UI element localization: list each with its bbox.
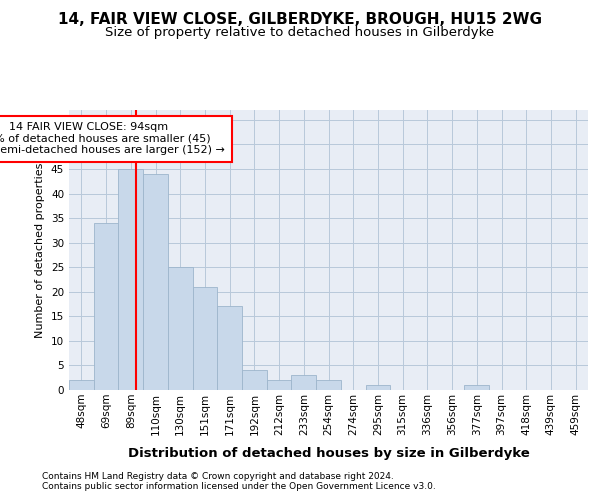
Text: 14 FAIR VIEW CLOSE: 94sqm
← 22% of detached houses are smaller (45)
76% of semi-: 14 FAIR VIEW CLOSE: 94sqm ← 22% of detac… (0, 122, 225, 156)
Text: Distribution of detached houses by size in Gilberdyke: Distribution of detached houses by size … (128, 448, 530, 460)
Bar (168, 267, 193, 390)
Bar (365, 385, 390, 390)
Bar (217, 306, 242, 390)
Bar (292, 376, 316, 390)
Text: Size of property relative to detached houses in Gilberdyke: Size of property relative to detached ho… (106, 26, 494, 39)
Text: 14, FAIR VIEW CLOSE, GILBERDYKE, BROUGH, HU15 2WG: 14, FAIR VIEW CLOSE, GILBERDYKE, BROUGH,… (58, 12, 542, 28)
Bar (267, 380, 292, 390)
Bar (316, 380, 341, 390)
Bar (118, 169, 143, 390)
Bar (242, 370, 267, 390)
Bar (193, 287, 217, 390)
Bar (464, 385, 489, 390)
Bar (69, 380, 94, 390)
Bar (94, 223, 118, 390)
Text: Contains public sector information licensed under the Open Government Licence v3: Contains public sector information licen… (42, 482, 436, 491)
Bar (143, 174, 168, 390)
Y-axis label: Number of detached properties: Number of detached properties (35, 162, 46, 338)
Text: Contains HM Land Registry data © Crown copyright and database right 2024.: Contains HM Land Registry data © Crown c… (42, 472, 394, 481)
